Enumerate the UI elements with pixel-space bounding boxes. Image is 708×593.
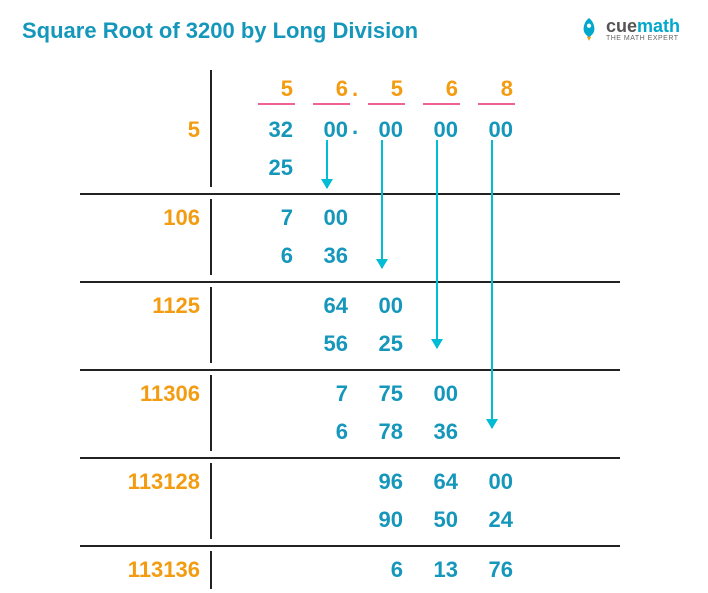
long-division-work: 5656853200000000251067006361125640056251… (80, 70, 620, 589)
brand-logo: cuemath THE MATH EXPERT (576, 16, 680, 42)
brand-name: cuemath (606, 17, 680, 35)
rocket-icon (576, 16, 602, 42)
brand-tagline: THE MATH EXPERT (606, 35, 680, 42)
page-title: Square Root of 3200 by Long Division (22, 18, 418, 44)
